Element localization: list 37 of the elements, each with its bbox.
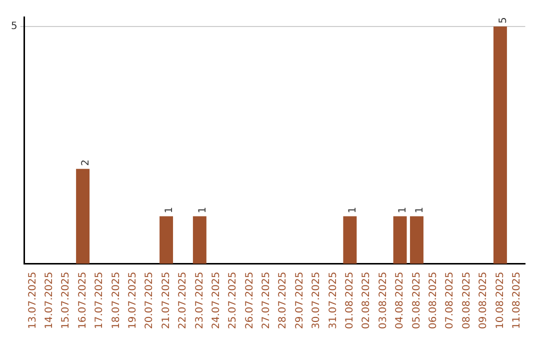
x-tick-label: 10.08.2025 <box>494 272 506 330</box>
x-tick-label: 22.07.2025 <box>178 272 189 330</box>
x-tick-label: 24.07.2025 <box>210 272 222 330</box>
x-tick-label: 26.07.2025 <box>244 272 256 330</box>
data-label: 1 <box>398 206 409 214</box>
x-tick-label: 30.07.2025 <box>311 272 322 330</box>
x-tick-label: 23.07.2025 <box>194 272 206 330</box>
x-tick-label: 04.08.2025 <box>394 272 406 330</box>
x-tick-label: 16.07.2025 <box>77 272 88 330</box>
x-tick-label: 08.08.2025 <box>461 272 472 330</box>
x-tick-label: 05.08.2025 <box>411 272 422 330</box>
x-tick-label: 31.07.2025 <box>328 272 339 330</box>
x-tick-label: 18.07.2025 <box>110 272 122 330</box>
x-tick-label: 29.07.2025 <box>294 272 306 330</box>
x-tick-label: 27.07.2025 <box>261 272 272 330</box>
data-label: 2 <box>80 159 92 166</box>
x-tick-label: 11.08.2025 <box>511 272 522 330</box>
x-tick-label: 06.08.2025 <box>428 272 440 330</box>
data-label: 5 <box>498 17 509 24</box>
x-tick-label: 03.08.2025 <box>378 272 389 330</box>
x-tick-label: 02.08.2025 <box>361 272 372 330</box>
x-tick-label: 28.07.2025 <box>278 272 289 330</box>
x-tick-label: 13.07.2025 <box>27 272 38 330</box>
x-tick-label: 14.07.2025 <box>44 272 55 330</box>
x-tick-label: 09.08.2025 <box>478 272 490 330</box>
x-tick-label: 20.07.2025 <box>144 272 156 330</box>
data-label: 1 <box>164 206 175 214</box>
x-tick-label: 17.07.2025 <box>94 272 106 330</box>
data-label: 1 <box>348 206 359 214</box>
x-tick-label: 25.07.2025 <box>228 272 239 330</box>
x-tick-label: 01.08.2025 <box>344 272 356 330</box>
data-label: 1 <box>414 206 426 214</box>
data-label: 1 <box>197 206 208 214</box>
x-tick-label: 19.07.2025 <box>127 272 138 330</box>
x-tick-label: 21.07.2025 <box>160 272 172 330</box>
x-tick-label: 15.07.2025 <box>60 272 72 330</box>
x-tick-label: 07.08.2025 <box>444 272 456 330</box>
